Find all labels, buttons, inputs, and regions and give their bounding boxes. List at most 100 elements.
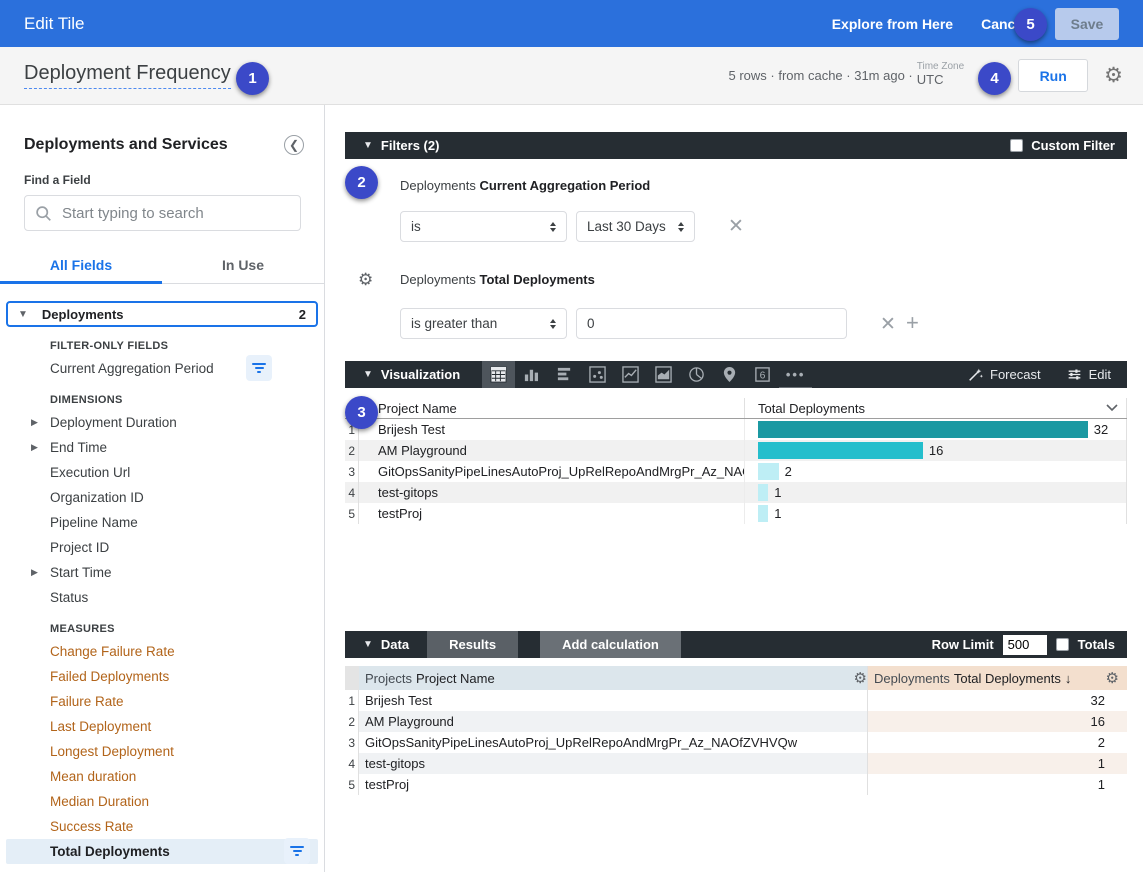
section-collapse-caret-icon[interactable]: ▼ [363,140,373,151]
total-deployments-cell: 32 [1090,693,1105,708]
column-chart-icon[interactable] [515,361,548,388]
add-calculation-button[interactable]: Add calculation [540,631,681,658]
data-table-row[interactable]: 2 AM Playground 16 [345,711,1127,732]
data-table-row[interactable]: 3 GitOpsSanityPipeLinesAutoProj_UpRelRep… [345,732,1127,753]
field-search-box[interactable] [24,195,301,231]
totals-checkbox[interactable] [1055,638,1069,651]
field-median-duration[interactable]: Median Duration [0,789,324,814]
results-tab[interactable]: Results [427,631,519,658]
viz-table-row[interactable]: 1 Brijesh Test 32 [345,419,1127,440]
filter1-value-select[interactable]: Last 30 Days [576,211,695,242]
filter1-operator-select[interactable]: is [400,211,567,242]
save-button[interactable]: Save [1055,7,1119,40]
column-view-name: Deployments [874,670,950,686]
visualization-section-header[interactable]: ▼ Visualization 6 ••• Forecast Edit [345,361,1127,388]
filter2-gear-icon[interactable]: ⚙ [358,270,374,289]
field-longest-deployment[interactable]: Longest Deployment [0,739,324,764]
field-deployment-duration[interactable]: ▶ Deployment Duration [0,410,324,435]
field-failure-rate[interactable]: Failure Rate [0,689,324,714]
viz-table-row[interactable]: 3 GitOpsSanityPipeLinesAutoProj_UpRelRep… [345,461,1127,482]
data-table-row[interactable]: 4 test-gitops 1 [345,753,1127,774]
field-status[interactable]: Status [0,585,324,610]
expand-caret-icon[interactable]: ▶ [31,442,38,452]
explore-from-here-link[interactable]: Explore from Here [831,15,954,32]
field-change-failure-rate[interactable]: Change Failure Rate [0,639,324,664]
filter-active-icon[interactable] [246,355,272,381]
field-mean-duration[interactable]: Mean duration [0,764,324,789]
viz-col-project-name[interactable]: Project Name [359,398,745,418]
table-chart-icon[interactable] [482,361,516,388]
more-chart-types-icon[interactable]: ••• [779,361,813,388]
scatter-chart-icon[interactable] [581,361,614,388]
row-limit-input[interactable] [1002,634,1047,655]
section-collapse-caret-icon[interactable]: ▼ [363,369,373,380]
field-label: Current Aggregation Period [50,361,214,376]
field-label: Failure Rate [50,694,124,709]
field-success-rate[interactable]: Success Rate [0,814,324,839]
single-value-icon[interactable]: 6 [746,361,779,388]
visualization-section-title: Visualization [380,367,461,382]
data-table-row[interactable]: 5 testProj 1 [345,774,1127,795]
line-chart-icon[interactable] [614,361,647,388]
tab-in-use[interactable]: In Use [221,257,264,273]
field-pipeline-name[interactable]: Pipeline Name [0,510,324,535]
bar-value-label: 1 [774,485,782,500]
project-name-cell: Brijesh Test [359,690,868,711]
field-start-time[interactable]: ▶ Start Time [0,560,324,585]
search-icon [36,205,51,221]
row-number: 5 [345,774,359,795]
explore-settings-gear-icon[interactable]: ⚙ [1104,64,1123,87]
field-organization-id[interactable]: Organization ID [0,485,324,510]
filter2-operator-select[interactable]: is greater than [400,308,567,339]
field-failed-deployments[interactable]: Failed Deployments [0,664,324,689]
tab-all-fields[interactable]: All Fields [0,257,162,284]
field-label: Success Rate [50,819,134,834]
collapse-sidebar-icon[interactable]: ❮ [284,135,304,155]
data-col-project-name[interactable]: Projects Project Name ⚙ [359,666,868,690]
edit-viz-button[interactable]: Edit [1067,367,1111,382]
filter-active-icon[interactable] [284,838,310,864]
bar-chart-icon[interactable] [548,361,581,388]
page-title[interactable]: Deployment Frequency [24,62,231,89]
remove-filter2-icon[interactable]: ✕ [880,314,896,335]
measures-heading: MEASURES [50,623,115,635]
data-col-total-deployments[interactable]: Deployments Total Deployments ↓ ⚙ [868,666,1127,690]
pie-chart-icon[interactable] [680,361,713,388]
custom-filter-checkbox[interactable] [1010,139,1024,152]
row-number: 3 [345,461,359,482]
view-group-deployments[interactable]: ▼ Deployments 2 [6,301,318,327]
filters-section-header[interactable]: ▼ Filters (2) Custom Filter [345,132,1127,159]
field-project-id[interactable]: Project ID [0,535,324,560]
field-total-deployments-selected[interactable]: Total Deployments [6,838,318,864]
viz-table-row[interactable]: 5 testProj 1 [345,503,1127,524]
expand-caret-icon[interactable]: ▶ [31,567,38,577]
column-gear-icon[interactable]: ⚙ [853,670,867,687]
field-current-aggregation-period[interactable]: Current Aggregation Period [0,355,324,381]
viz-table-row[interactable]: 4 test-gitops 1 [345,482,1127,503]
field-end-time[interactable]: ▶ End Time [0,435,324,460]
filter2-value-input[interactable] [576,308,847,339]
field-search-input[interactable] [62,204,272,222]
operator-value: is [411,219,421,234]
forecast-button[interactable]: Forecast [968,367,1041,382]
viz-col-total-deployments[interactable]: Total Deployments [745,398,1127,418]
run-button[interactable]: Run [1018,59,1089,92]
expand-caret-icon[interactable]: ▶ [31,417,38,427]
field-execution-url[interactable]: Execution Url [0,460,324,485]
data-section-header[interactable]: ▼ Data Results Add calculation Row Limit… [345,631,1127,658]
column-gear-icon[interactable]: ⚙ [1105,670,1119,687]
view-group-count: 2 [298,306,306,322]
add-filter-icon[interactable]: + [906,310,919,335]
field-last-deployment[interactable]: Last Deployment [0,714,324,739]
viz-table-row[interactable]: 2 AM Playground 16 [345,440,1127,461]
map-pin-icon[interactable] [713,361,746,388]
section-collapse-caret-icon[interactable]: ▼ [363,639,373,650]
data-table-row[interactable]: 1 Brijesh Test 32 [345,690,1127,711]
total-deployments-cell: 1 [868,753,1127,774]
field-label: Project ID [50,540,110,555]
chevron-down-icon[interactable] [1106,404,1118,412]
sort-desc-icon: ↓ [1064,670,1072,686]
remove-filter1-icon[interactable]: ✕ [728,216,744,237]
timezone-block[interactable]: Time Zone UTC [917,61,964,87]
area-chart-icon[interactable] [647,361,680,388]
